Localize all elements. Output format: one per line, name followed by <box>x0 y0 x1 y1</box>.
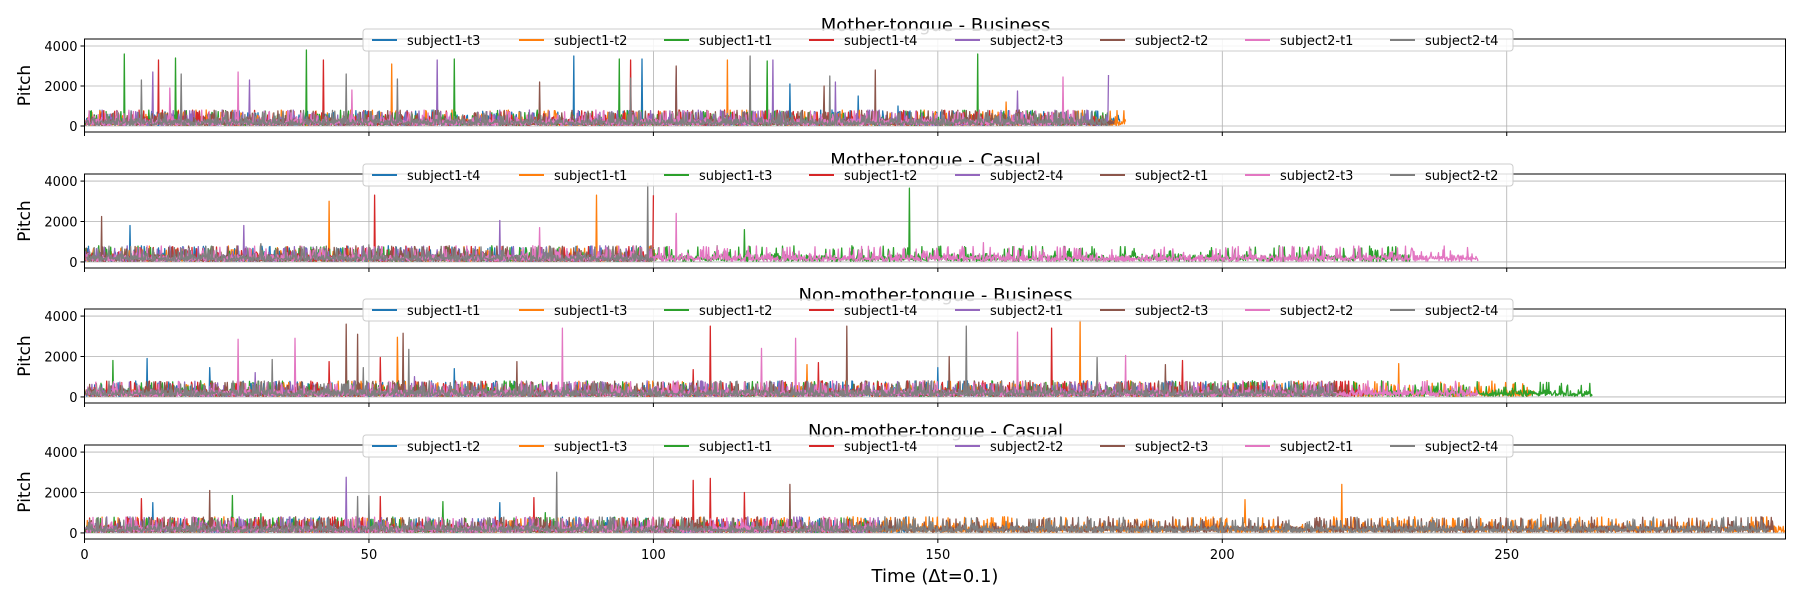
y-axis-label: Pitch <box>15 335 35 376</box>
y-tick-label: 2000 <box>44 216 77 231</box>
y-tick-label: 4000 <box>44 446 77 461</box>
y-tick-label: 4000 <box>44 40 77 55</box>
legend: subject1-t4 subject1-t1 subject1-t3 subject… <box>362 163 1514 187</box>
legend-label: subject2-t1 <box>1135 169 1208 184</box>
y-tick-label: 2000 <box>44 487 77 502</box>
x-tick-label: 50 <box>361 548 378 563</box>
legend-label: subject1-t4 <box>844 440 917 455</box>
legend-label: subject2-t3 <box>1280 169 1353 184</box>
y-axis-label: Pitch <box>15 65 35 106</box>
series-group <box>84 49 1127 127</box>
legend-label: subject1-t1 <box>699 440 772 455</box>
series-line-subject2-t3 <box>85 212 1479 262</box>
legend-label: subject1-t1 <box>407 304 480 319</box>
legend-label: subject1-t2 <box>699 304 772 319</box>
legend-label: subject2-t3 <box>1135 304 1208 319</box>
legend-box <box>362 434 1514 458</box>
x-tick-label: 200 <box>1210 548 1235 563</box>
legend-label: subject1-t1 <box>699 34 772 49</box>
legend-label: subject2-t1 <box>1280 440 1353 455</box>
legend-label: subject1-t3 <box>407 34 480 49</box>
y-tick-label: 0 <box>69 391 77 406</box>
x-tick-label: 100 <box>641 548 666 563</box>
y-tick-label: 0 <box>69 120 77 135</box>
legend-label: subject1-t1 <box>554 169 627 184</box>
y-tick-label: 0 <box>69 256 77 271</box>
legend-label: subject1-t2 <box>407 440 480 455</box>
y-axis-label: Pitch <box>15 200 35 241</box>
legend-label: subject1-t4 <box>407 169 480 184</box>
legend-label: subject2-t3 <box>990 34 1063 49</box>
series-line-subject2-t4 <box>86 325 1337 397</box>
y-tick-label: 4000 <box>44 175 77 190</box>
y-tick-label: 2000 <box>44 351 77 366</box>
legend-label: subject1-t3 <box>699 169 772 184</box>
series-line-subject2-t4 <box>86 471 1770 533</box>
x-tick-label: 250 <box>1494 548 1519 563</box>
legend-label: subject1-t4 <box>844 304 917 319</box>
y-tick-label: 2000 <box>44 80 77 95</box>
series-group <box>84 319 1593 397</box>
legend-label: subject2-t4 <box>1425 304 1498 319</box>
legend-label: subject2-t2 <box>1425 169 1498 184</box>
x-axis-label: Time (Δt=0.1) <box>871 566 999 587</box>
y-tick-label: 4000 <box>44 310 77 325</box>
series-group <box>84 471 1786 533</box>
legend: subject1-t2 subject1-t3 subject1-t1 subject… <box>362 434 1514 458</box>
legend-box <box>362 298 1514 322</box>
legend-label: subject2-t4 <box>990 169 1063 184</box>
legend-label: subject1-t2 <box>844 169 917 184</box>
legend-label: subject1-t2 <box>554 34 627 49</box>
legend-label: subject2-t4 <box>1425 440 1498 455</box>
legend-label: subject2-t1 <box>990 304 1063 319</box>
legend-label: subject2-t2 <box>1135 34 1208 49</box>
legend-label: subject2-t2 <box>1280 304 1353 319</box>
legend: subject1-t3 subject1-t2 subject1-t1 subject… <box>362 28 1514 52</box>
series-group <box>84 182 1479 262</box>
series-line-subject2-t2 <box>86 182 655 262</box>
series-line-subject2-t4 <box>86 55 1109 127</box>
legend-label: subject2-t4 <box>1425 34 1498 49</box>
legend-label: subject1-t3 <box>554 304 627 319</box>
x-tick-label: 0 <box>80 548 88 563</box>
legend-label: subject2-t1 <box>1280 34 1353 49</box>
series-line-subject2-t2 <box>85 327 1479 397</box>
legend-box <box>362 163 1514 187</box>
legend-label: subject1-t4 <box>844 34 917 49</box>
x-tick-label: 150 <box>925 548 950 563</box>
legend: subject1-t1 subject1-t3 subject1-t2 subject… <box>362 298 1514 322</box>
legend-label: subject1-t3 <box>554 440 627 455</box>
legend-box <box>362 28 1514 52</box>
y-axis-label: Pitch <box>15 471 35 512</box>
legend-label: subject2-t3 <box>1135 440 1208 455</box>
legend-label: subject2-t2 <box>990 440 1063 455</box>
y-tick-label: 0 <box>69 527 77 542</box>
